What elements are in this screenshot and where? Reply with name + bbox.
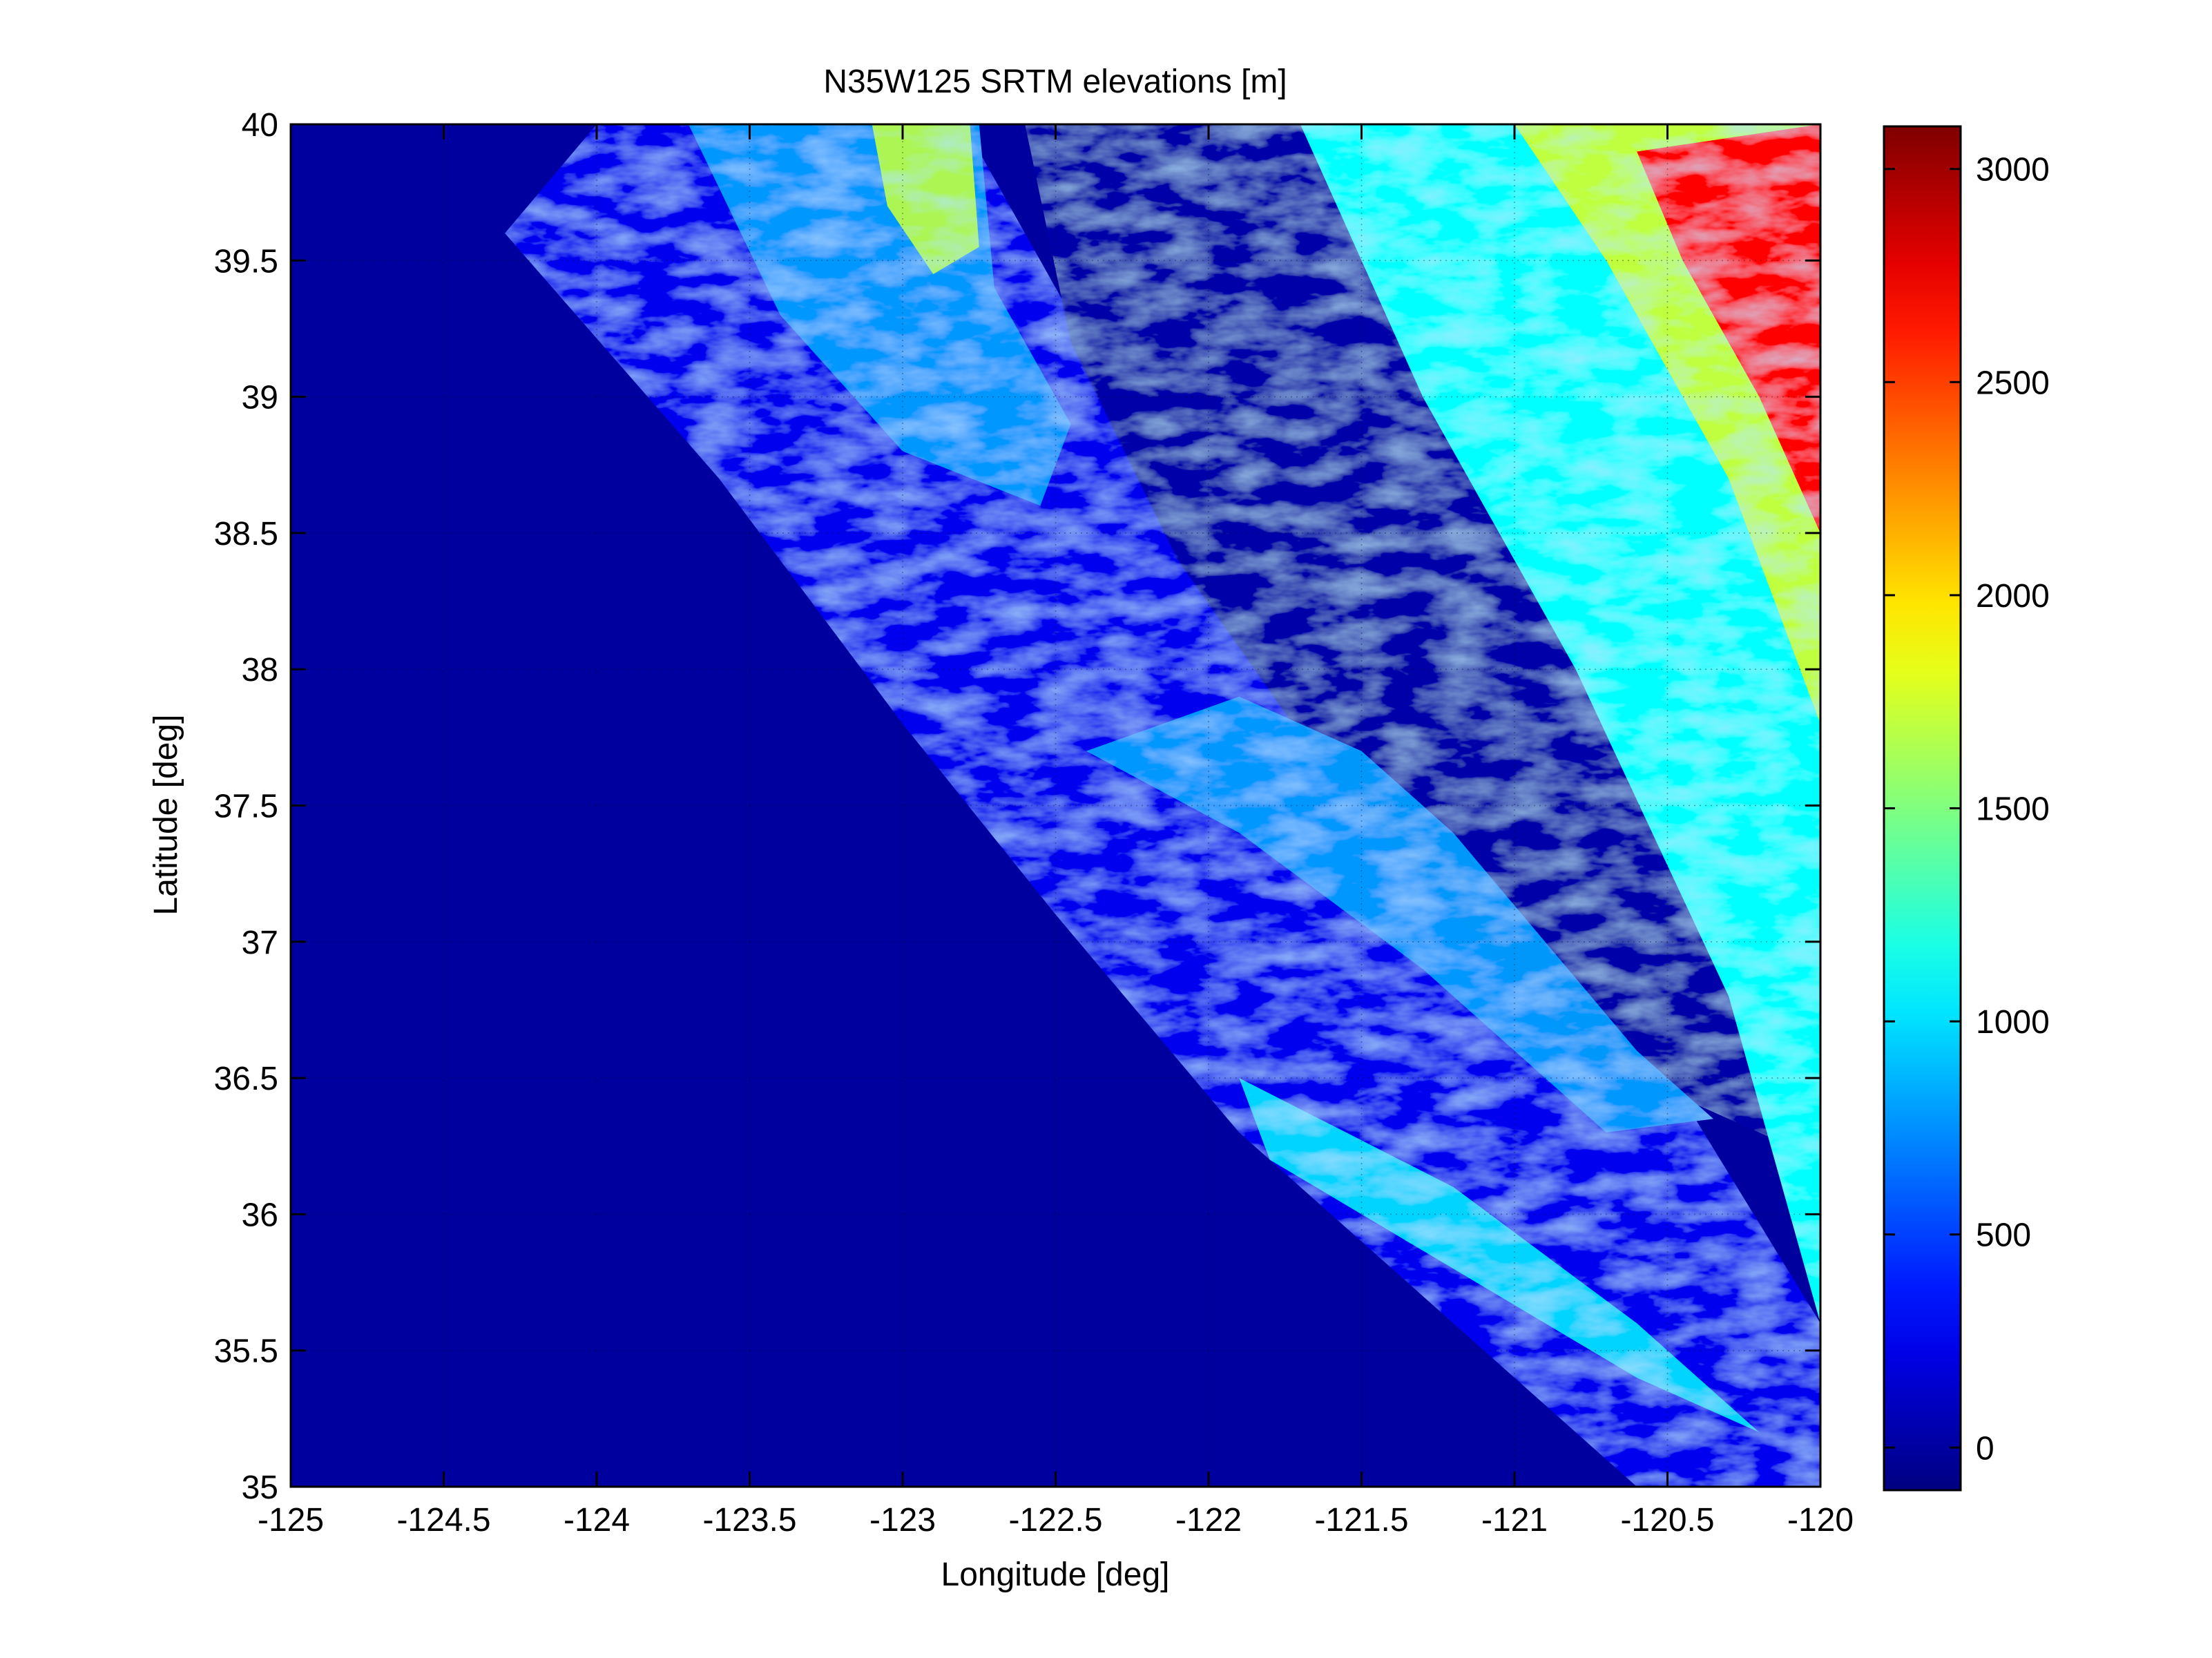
- colorbar-tick-label: 3000: [1976, 152, 2050, 189]
- y-tick-label: 40: [242, 107, 278, 144]
- y-tick-label: 36.5: [214, 1061, 278, 1097]
- colorbar-tick-label: 2000: [1976, 578, 2050, 615]
- y-axis-label: Latitude [deg]: [148, 715, 184, 916]
- x-tick-label: -123: [869, 1502, 936, 1539]
- diablo-range: [1086, 696, 1713, 1132]
- colorbar-tick-label: 1000: [1976, 1004, 2050, 1041]
- central-valley: [1025, 124, 1820, 1160]
- y-tick-label: 39.5: [214, 243, 278, 280]
- y-tick-label: 39: [242, 380, 278, 416]
- x-axis-label: Longitude [deg]: [941, 1556, 1170, 1593]
- grid-lines: [291, 124, 1820, 1487]
- colorbar-tick-label: 500: [1976, 1217, 2031, 1254]
- x-tick-label: -121.5: [1314, 1502, 1408, 1539]
- x-tick-label: -122: [1175, 1502, 1242, 1539]
- sierra-foothills: [1300, 124, 1820, 1324]
- y-tick-label: 36: [242, 1197, 278, 1233]
- plot-area: [291, 124, 1820, 1487]
- colorbar-tick-label: 1500: [1976, 791, 2050, 828]
- y-tick-label: 38.5: [214, 516, 278, 552]
- colorbar-tick-label: 2500: [1976, 365, 2050, 401]
- x-tick-label: -121: [1481, 1502, 1548, 1539]
- y-tick-label: 38: [242, 652, 278, 688]
- x-tick-label: -125: [258, 1502, 324, 1539]
- colorbar-tick-label: 0: [1976, 1430, 1994, 1467]
- coastal-lowland: [505, 124, 1820, 1487]
- y-tick-label: 35: [242, 1469, 278, 1506]
- colorbar-gradient: [1883, 125, 1962, 1492]
- terrain-layer: [505, 124, 1820, 1487]
- x-axis-ticks: -125 -124.5 -124 -123.5 -123 -122.5 -122 -121.5…: [258, 124, 1854, 1539]
- x-tick-label: -124.5: [396, 1502, 490, 1539]
- north-coast-peaks: [872, 124, 979, 274]
- y-tick-label: 37.5: [214, 789, 278, 825]
- x-tick-label: -120.5: [1620, 1502, 1714, 1539]
- x-tick-label: -120: [1787, 1502, 1854, 1539]
- x-tick-label: -124: [564, 1502, 630, 1539]
- x-tick-label: -122.5: [1008, 1502, 1102, 1539]
- y-axis-ticks: 35 35.5 36 36.5 37 37.5 38 38.5 39 39.5 40: [214, 107, 1820, 1506]
- x-tick-label: -123.5: [702, 1502, 796, 1539]
- y-tick-label: 37: [242, 925, 278, 961]
- colorbar-ticks: 0 500 1000 1500 2000 2500 3000: [1884, 152, 2050, 1467]
- sierra-nevada: [1637, 124, 1820, 533]
- y-tick-label: 35.5: [214, 1333, 278, 1370]
- santa-lucia-range: [1239, 1078, 1760, 1433]
- colorbar: 0 500 1000 1500 2000 2500 3000: [1883, 125, 2050, 1492]
- chart-title: N35W125 SRTM elevations [m]: [823, 64, 1287, 100]
